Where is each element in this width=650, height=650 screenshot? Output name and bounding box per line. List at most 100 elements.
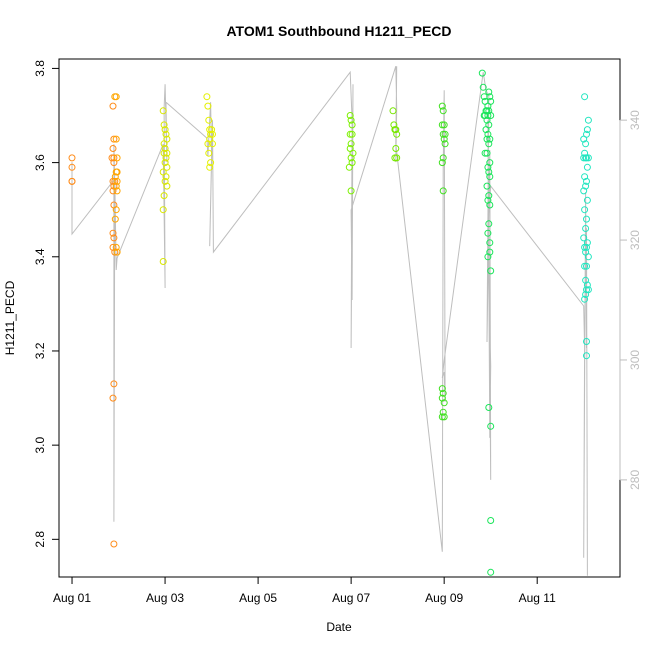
data-point [580, 135, 588, 143]
data-point [439, 187, 447, 195]
data-point [204, 102, 212, 110]
data-point [581, 243, 589, 251]
data-point [441, 140, 449, 148]
y-tick-label: 3.4 [33, 248, 47, 265]
data-point [68, 163, 76, 171]
data-point [112, 135, 120, 143]
y2-tick-label: 320 [628, 230, 642, 250]
data-point [583, 352, 590, 360]
data-point [582, 154, 590, 162]
data-point [440, 135, 448, 143]
x-tick-label: Aug 11 [519, 591, 556, 605]
data-point [392, 126, 400, 134]
data-point [161, 177, 169, 185]
data-point [345, 163, 353, 171]
data-point [584, 116, 592, 124]
y-tick-label: 3.8 [33, 60, 47, 77]
data-point [580, 187, 588, 195]
data-point [583, 281, 591, 289]
data-point [582, 276, 590, 284]
data-point [206, 163, 214, 171]
data-point [347, 116, 355, 124]
data-point [484, 196, 492, 204]
data-point [393, 130, 401, 138]
data-point [161, 159, 169, 167]
data-point [160, 192, 168, 200]
data-point [481, 149, 489, 157]
data-point [439, 408, 447, 416]
data-point [205, 149, 213, 157]
x-axis-label: Date [326, 620, 352, 634]
y-tick-label: 3.6 [33, 154, 47, 171]
data-point [485, 220, 493, 228]
data-point [113, 154, 121, 162]
data-point [483, 116, 491, 124]
data-point [346, 112, 354, 119]
data-point [486, 248, 494, 256]
data-point [485, 88, 493, 96]
data-point [109, 243, 117, 251]
x-tick-label: Aug 01 [53, 591, 91, 605]
data-point [347, 140, 355, 148]
y2-axis: 280 300 320 340 [619, 110, 642, 490]
data-point [487, 267, 495, 275]
data-point [439, 389, 447, 397]
data-point [484, 102, 492, 110]
y-tick-label: 3.0 [33, 436, 47, 453]
x-axis: Aug 01 Aug 03 Aug 05 Aug 07 Aug 09 Aug 11 [53, 576, 556, 605]
data-point [485, 404, 493, 411]
data-point [438, 413, 446, 421]
data-point [207, 159, 215, 167]
data-point [581, 206, 589, 214]
data-point [346, 130, 354, 138]
data-point [583, 215, 590, 223]
data-point [438, 121, 446, 129]
data-point [208, 126, 216, 134]
data-point [209, 140, 216, 148]
data-point [112, 93, 120, 101]
data-point [582, 182, 590, 190]
data-point [112, 206, 120, 214]
data-point [347, 154, 355, 162]
data-point [68, 177, 76, 185]
data-point [438, 394, 446, 402]
data-point [160, 121, 168, 129]
data-point [582, 291, 590, 298]
data-point [162, 130, 170, 138]
data-point [483, 149, 491, 157]
data-point [111, 173, 119, 181]
data-point [583, 262, 590, 270]
data-point [112, 168, 120, 176]
data-point [583, 163, 591, 171]
data-point [110, 380, 118, 388]
y2-tick-label: 300 [628, 350, 642, 370]
data-point [581, 262, 589, 270]
y-axis-label: H1211_PECD [3, 280, 17, 355]
data-point [580, 154, 588, 162]
y2-tick-label: 340 [628, 110, 642, 130]
data-point [110, 182, 118, 190]
data-point [161, 126, 169, 134]
data-point [203, 93, 211, 101]
data-point [487, 422, 495, 430]
data-point [581, 295, 589, 303]
data-point [582, 225, 590, 232]
data-point [484, 130, 492, 138]
data-point [113, 248, 121, 256]
data-point [159, 206, 167, 214]
data-point [583, 196, 591, 204]
data-point [487, 568, 495, 576]
data-point [393, 154, 401, 162]
right-axis-trace [71, 66, 588, 576]
data-point [109, 145, 117, 152]
y2-tick-label: 280 [628, 470, 642, 490]
data-point [483, 135, 491, 143]
data-point [584, 253, 592, 261]
data-point [478, 69, 486, 77]
data-points [68, 69, 592, 576]
data-point [207, 130, 215, 138]
data-point [584, 154, 592, 162]
data-point [485, 192, 493, 200]
trace-line [71, 66, 588, 576]
